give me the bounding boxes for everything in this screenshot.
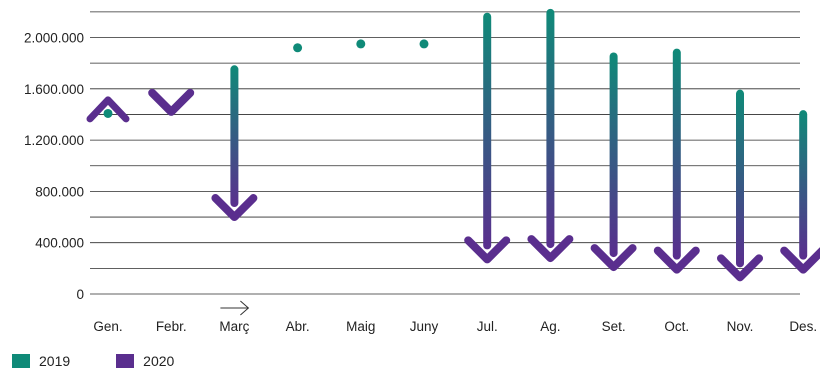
chevron-up-2020 (86, 96, 130, 123)
y-tick-label: 2.000.000 (24, 31, 84, 46)
x-axis: Gen. Febr. Març Abr. Maig Juny Jul. Ag. Set. Oct.… (93, 319, 817, 334)
x-tick-label: Gen. (93, 319, 122, 334)
chart: 0 400.000 800.000 1.200.000 1.600.000 2.000.0… (24, 8, 820, 334)
y-tick-label: 1.200.000 (24, 133, 84, 148)
legend-label-2020: 2020 (143, 353, 175, 369)
x-tick-label: Febr. (156, 319, 187, 334)
arrow-head-2020 (464, 236, 511, 264)
arrow-shaft (672, 48, 681, 260)
arrow-shaft (609, 52, 618, 258)
x-tick-label: Març (219, 319, 249, 334)
x-tick-label: Ag. (540, 319, 560, 334)
arrow-shaft (483, 12, 492, 250)
legend-item-2020: 2020 (116, 353, 174, 369)
y-axis: 0 400.000 800.000 1.200.000 1.600.000 2.000.0… (24, 31, 84, 303)
point-2019 (356, 39, 366, 49)
point-2019 (103, 108, 113, 118)
arrow-head-2020 (211, 194, 258, 222)
arrow-head-2020 (653, 246, 700, 274)
x-tick-label: Oct. (664, 319, 689, 334)
legend-item-2019: 2019 (12, 353, 70, 369)
y-tick-label: 1.600.000 (24, 82, 84, 97)
arrow-head-2020 (148, 88, 195, 116)
arrow-shaft (546, 8, 555, 249)
point-2019 (293, 43, 303, 53)
x-tick-label: Abr. (286, 319, 310, 334)
x-tick-label: Juny (410, 319, 439, 334)
arrow-head-2020 (780, 246, 820, 274)
data-marks (86, 8, 820, 282)
x-tick-label: Maig (346, 319, 375, 334)
arrow-head-2020 (717, 254, 763, 282)
arrow-head-2020 (590, 244, 637, 272)
legend-swatch-2020 (116, 354, 135, 368)
x-tick-label: Set. (602, 319, 626, 334)
legend-swatch-2019 (12, 354, 30, 368)
legend-label-2019: 2019 (39, 353, 71, 369)
arrow-shaft (230, 65, 239, 208)
grid (90, 11, 800, 295)
x-tick-label: Nov. (727, 319, 754, 334)
arrow-shaft (736, 89, 744, 268)
arrow-annotation-head (240, 300, 250, 316)
legend: 2019 2020 (12, 353, 220, 369)
x-tick-label: Jul. (477, 319, 498, 334)
arrow-head-2020 (527, 235, 574, 263)
y-tick-label: 400.000 (35, 236, 84, 251)
y-tick-label: 800.000 (35, 184, 84, 199)
annotations (220, 300, 250, 316)
arrow-shaft (799, 110, 808, 260)
x-tick-label: Des. (789, 319, 817, 334)
y-tick-label: 0 (76, 287, 84, 302)
point-2019 (419, 39, 429, 49)
